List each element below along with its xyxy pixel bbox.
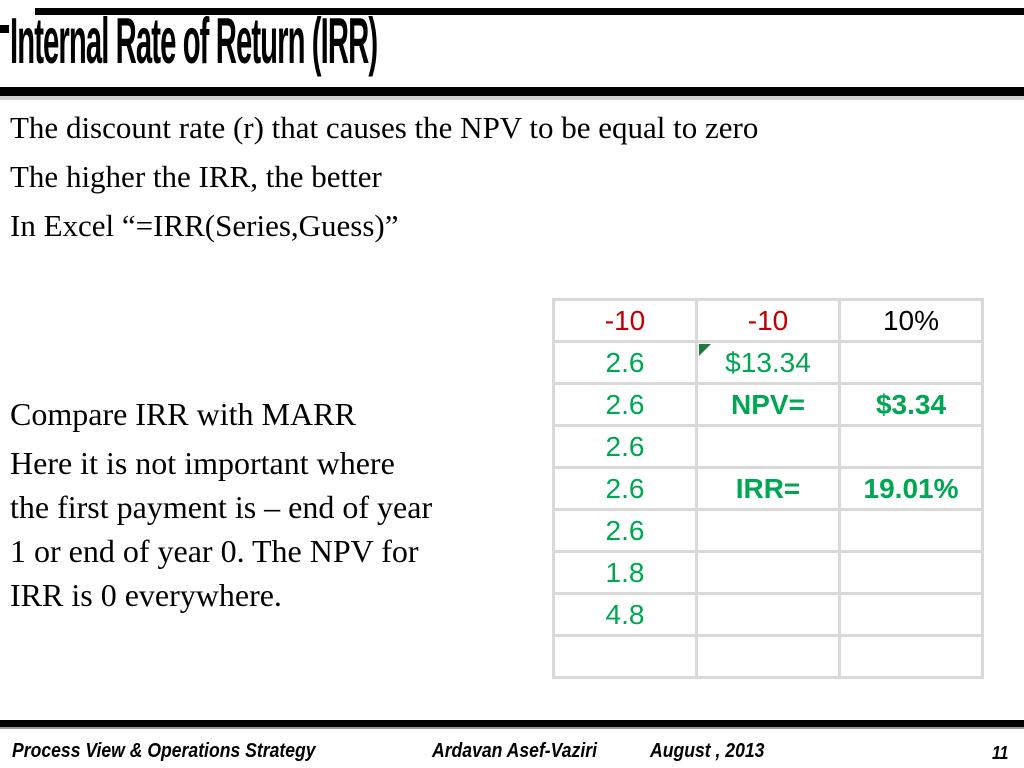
table-row [552, 634, 984, 679]
spreadsheet-table-body: -10 -10 10% 2.6 $13.34 2.6 NPV= $3.34 2.6 2.6 IRR=… [552, 298, 984, 679]
table-cell: 4.8 [552, 592, 698, 637]
table-row: 2.6 [552, 424, 984, 469]
table-cell: 2.6 [552, 382, 698, 427]
footer-page-number: 11 [992, 743, 1009, 763]
note-line: Here it is not important where [10, 445, 395, 481]
spreadsheet-table: -10 -10 10% 2.6 $13.34 2.6 NPV= $3.34 2.6 2.6 IRR=… [552, 298, 984, 679]
table-cell: 10% [838, 298, 984, 343]
table-cell: 2.6 [552, 340, 698, 385]
slide-title: Internal Rate of Return (IRR) [10, 4, 378, 77]
footer-author: Ardavan Asef-Vaziri [432, 740, 597, 762]
table-row: 2.6 NPV= $3.34 [552, 382, 984, 427]
comment-flag-icon [699, 344, 711, 356]
table-row: 4.8 [552, 592, 984, 637]
table-cell [838, 424, 984, 469]
table-cell: IRR= [695, 466, 841, 511]
table-cell [695, 424, 841, 469]
table-cell [838, 508, 984, 553]
title-underline [0, 87, 1024, 96]
table-cell: 2.6 [552, 424, 698, 469]
table-cell: NPV= [695, 382, 841, 427]
table-cell: $3.34 [838, 382, 984, 427]
bullet-line: The discount rate (r) that causes the NP… [10, 110, 759, 145]
table-cell: 19.01% [838, 466, 984, 511]
note-line: IRR is 0 everywhere. [10, 577, 282, 613]
table-row: 2.6 IRR= 19.01% [552, 466, 984, 511]
table-cell [552, 634, 698, 679]
note-text-block: Compare IRR with MARR Here it is not imp… [10, 392, 550, 617]
table-cell [838, 592, 984, 637]
table-row: -10 -10 10% [552, 298, 984, 343]
footer-bar [0, 720, 1024, 727]
title-underline-shadow [0, 96, 1024, 100]
bullet-line: The higher the IRR, the better [10, 159, 382, 194]
note-line: 1 or end of year 0. The NPV for [10, 533, 419, 569]
table-cell: $13.34 [695, 340, 841, 385]
note-heading: Compare IRR with MARR [10, 396, 356, 432]
body-text-block: The discount rate (r) that causes the NP… [10, 103, 758, 250]
footer-course-title: Process View & Operations Strategy [12, 740, 316, 762]
table-row: 2.6 $13.34 [552, 340, 984, 385]
title-accent-square [0, 25, 9, 33]
table-cell: -10 [695, 298, 841, 343]
table-row: 1.8 [552, 550, 984, 595]
footer-bar-shadow [0, 727, 1024, 729]
table-row: 2.6 [552, 508, 984, 553]
top-accent-bar [35, 8, 1024, 15]
note-line: the first payment is – end of year [10, 489, 433, 525]
table-cell [695, 550, 841, 595]
table-cell: 2.6 [552, 466, 698, 511]
table-cell: -10 [552, 298, 698, 343]
table-cell [838, 340, 984, 385]
table-cell [695, 508, 841, 553]
footer-date: August , 2013 [650, 740, 765, 762]
table-cell [838, 634, 984, 679]
table-cell [695, 592, 841, 637]
table-cell [838, 550, 984, 595]
bullet-line: In Excel “=IRR(Series,Guess)” [10, 208, 399, 243]
table-cell: 1.8 [552, 550, 698, 595]
table-cell [695, 634, 841, 679]
table-cell: 2.6 [552, 508, 698, 553]
